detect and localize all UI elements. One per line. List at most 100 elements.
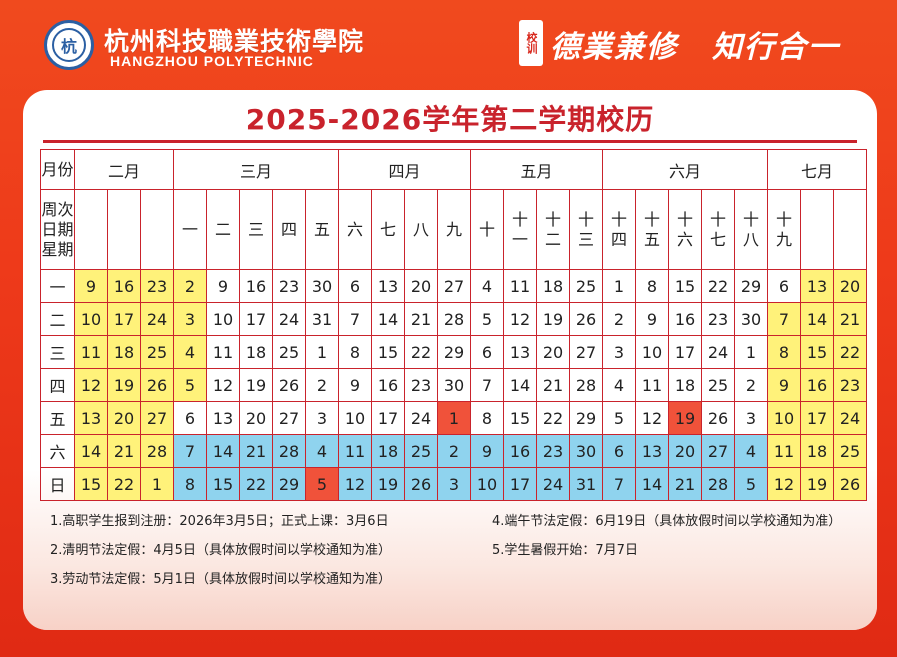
date-cell: 25 [404,434,438,468]
date-cell: 12 [503,302,537,336]
date-cell: 29 [734,269,768,303]
date-cell: 25 [833,434,867,468]
weekday-label: 六 [40,434,75,468]
date-cell: 20 [668,434,702,468]
motto-tag-text: 校训 [525,32,538,54]
date-cell: 22 [239,467,273,501]
date-cell: 14 [371,302,405,336]
date-cell: 16 [371,368,405,402]
date-cell: 7 [338,302,372,336]
date-cell: 14 [503,368,537,402]
week-number: 九 [437,189,471,270]
week-number: 十九 [767,189,801,270]
date-cell: 1 [602,269,636,303]
date-cell: 15 [371,335,405,369]
date-cell: 24 [536,467,570,501]
motto-part-1: 德業兼修 [550,30,678,65]
date-cell: 26 [569,302,603,336]
date-cell: 7 [767,302,801,336]
date-cell: 27 [140,401,174,435]
date-cell: 18 [668,368,702,402]
date-cell: 21 [833,302,867,336]
date-cell: 11 [767,434,801,468]
title-divider [43,140,857,143]
month-header: 七月 [767,149,867,190]
date-cell: 5 [173,368,207,402]
date-cell: 22 [833,335,867,369]
month-header: 三月 [173,149,339,190]
week-number: 十三 [569,189,603,270]
page-title: 2025-2026学年第二学期校历 [245,103,655,136]
date-cell: 22 [107,467,141,501]
date-cell: 10 [338,401,372,435]
date-cell: 11 [635,368,669,402]
week-number [833,189,867,270]
date-cell: 23 [833,368,867,402]
date-cell: 10 [206,302,240,336]
date-cell: 9 [635,302,669,336]
date-cell: 19 [239,368,273,402]
date-cell: 16 [800,368,834,402]
note-item: 2.清明节法定假：4月5日（具体放假时间以学校通知为准） [50,543,391,558]
date-cell: 1 [437,401,471,435]
date-cell: 1 [734,335,768,369]
date-cell: 14 [800,302,834,336]
date-cell: 15 [668,269,702,303]
date-cell: 30 [569,434,603,468]
date-cell: 10 [470,467,504,501]
date-cell: 28 [437,302,471,336]
week-number [107,189,141,270]
date-cell: 4 [305,434,339,468]
date-cell: 24 [140,302,174,336]
week-number: 十二 [536,189,570,270]
date-cell: 15 [800,335,834,369]
date-cell: 25 [272,335,306,369]
date-cell: 26 [404,467,438,501]
month-header: 四月 [338,149,471,190]
date-cell: 1 [305,335,339,369]
date-cell: 2 [437,434,471,468]
date-cell: 17 [800,401,834,435]
month-header: 六月 [602,149,768,190]
motto-part-2: 知行合一 [712,30,840,65]
date-cell: 19 [800,467,834,501]
week-number [74,189,108,270]
corner-label: 周次 [41,199,74,219]
date-cell: 17 [371,401,405,435]
date-cell: 18 [239,335,273,369]
date-cell: 23 [140,269,174,303]
date-cell: 16 [668,302,702,336]
date-cell: 27 [272,401,306,435]
date-cell: 15 [74,467,108,501]
date-cell: 3 [734,401,768,435]
date-cell: 6 [602,434,636,468]
school-name-en: HANGZHOU POLYTECHNIC [110,53,314,69]
date-cell: 18 [536,269,570,303]
date-cell: 28 [701,467,735,501]
week-number: 十六 [668,189,702,270]
date-cell: 13 [800,269,834,303]
date-cell: 10 [635,335,669,369]
date-cell: 29 [437,335,471,369]
date-cell: 12 [206,368,240,402]
weekday-label: 日 [40,467,75,501]
date-cell: 10 [74,302,108,336]
date-cell: 7 [173,434,207,468]
date-cell: 13 [635,434,669,468]
school-logo: 杭 [44,20,94,70]
date-cell: 30 [437,368,471,402]
date-cell: 29 [272,467,306,501]
date-cell: 19 [107,368,141,402]
date-cell: 13 [74,401,108,435]
date-cell: 21 [107,434,141,468]
date-cell: 12 [74,368,108,402]
month-header: 二月 [74,149,174,190]
date-cell: 27 [437,269,471,303]
date-cell: 3 [602,335,636,369]
date-cell: 25 [569,269,603,303]
date-cell: 17 [668,335,702,369]
date-cell: 22 [536,401,570,435]
date-cell: 6 [767,269,801,303]
date-cell: 21 [668,467,702,501]
